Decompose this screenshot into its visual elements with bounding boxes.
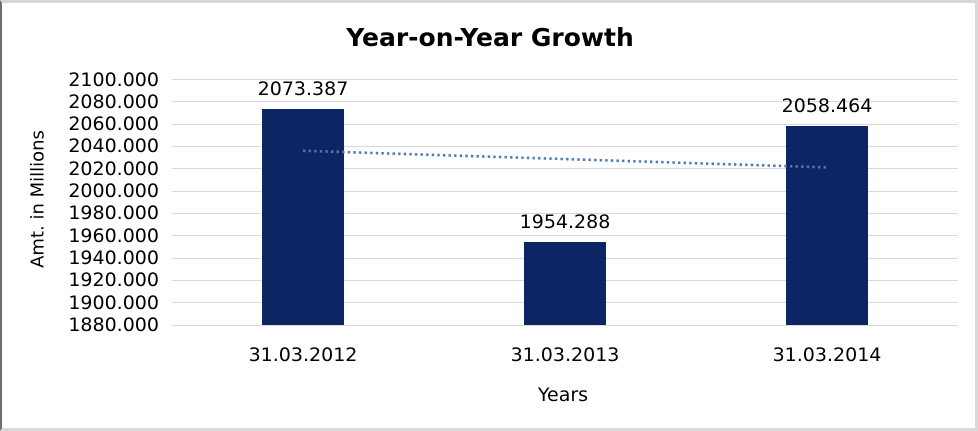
y-axis-tick-label: 1880.000 (68, 314, 159, 336)
y-axis-tick-label: 1920.000 (68, 269, 159, 292)
y-gridline (172, 235, 958, 237)
y-axis-tick-label: 2100.000 (68, 68, 159, 91)
y-axis-tick-label: 2060.000 (68, 113, 159, 136)
trendline (302, 149, 828, 169)
y-gridline (172, 212, 958, 214)
x-axis-category-label: 31.03.2014 (772, 344, 882, 366)
bar (262, 109, 344, 325)
data-label: 2073.387 (257, 78, 349, 101)
y-gridline (172, 190, 958, 192)
y-gridline (172, 79, 958, 80)
x-axis-title: Years (537, 384, 589, 406)
data-label: 2058.464 (781, 94, 873, 117)
bar (524, 242, 606, 325)
y-gridline (172, 324, 958, 326)
y-axis-tick-label: 2040.000 (68, 135, 159, 158)
y-gridline (172, 145, 958, 147)
y-axis-tick-label: 2000.000 (68, 180, 159, 203)
y-axis-tick-label: 2080.000 (68, 90, 159, 113)
y-gridline (172, 101, 958, 103)
y-gridline (172, 168, 958, 170)
y-axis-tick-label: 1980.000 (68, 202, 159, 225)
bar (786, 125, 868, 325)
data-label: 1954.288 (519, 211, 611, 234)
y-gridline (172, 123, 958, 125)
y-axis-tick-label: 1960.000 (68, 224, 159, 247)
x-axis-category-label: 31.03.2013 (510, 344, 620, 366)
x-axis-category-label: 31.03.2012 (248, 344, 358, 366)
y-axis-tick-label: 2020.000 (68, 157, 159, 180)
y-axis-tick-label: 1940.000 (68, 247, 159, 270)
y-axis-tick-label: 1900.000 (68, 291, 159, 314)
chart-title: Year-on-Year Growth (346, 23, 634, 52)
